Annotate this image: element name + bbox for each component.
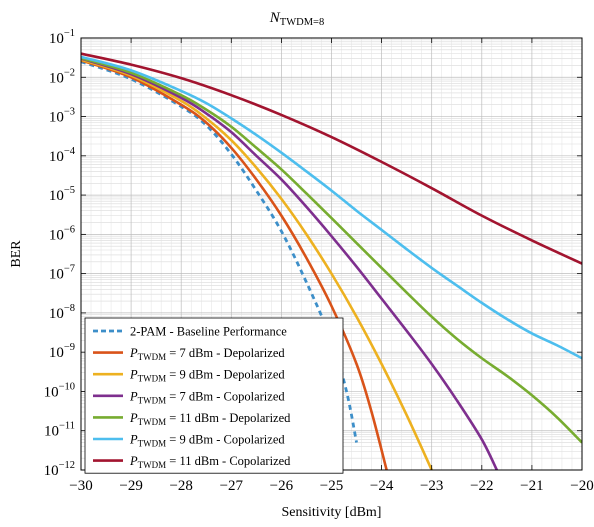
y-tick-exponent: −3 [64, 107, 75, 118]
y-tick-exponent: −9 [64, 342, 75, 353]
y-tick-exponent: −1 [64, 28, 75, 39]
y-tick-base: 10 [44, 384, 59, 400]
legend-entry-subscript: TWDM [138, 460, 167, 470]
y-tick-base: 10 [49, 70, 64, 86]
y-tick-label: 10−5 [49, 185, 75, 204]
y-tick-base: 10 [49, 345, 64, 361]
svg-text:NTWDM=8: NTWDM=8 [269, 10, 324, 28]
legend-entry-symbol: P [129, 346, 138, 360]
y-tick-label: 10−12 [44, 460, 75, 479]
legend-entry-symbol: P [129, 454, 138, 468]
y-tick-label: 10−1 [49, 28, 75, 47]
legend-entry-text: = 11 dBm - Depolarized [166, 411, 291, 425]
series-line-4 [81, 57, 498, 470]
chart-title-sub: TWDM=8 [280, 17, 324, 28]
y-tick-base: 10 [49, 227, 64, 243]
x-tick-label: −23 [420, 478, 443, 494]
y-tick-label: 10−10 [44, 381, 75, 400]
y-tick-label: 10−11 [44, 421, 75, 440]
legend-box [84, 317, 344, 474]
x-tick-label: −30 [69, 478, 92, 494]
legend-entry-symbol: P [129, 368, 138, 382]
y-tick-base: 10 [44, 424, 59, 440]
legend-entry-text: = 11 dBm - Copolarized [166, 454, 291, 468]
series-line-7 [81, 52, 582, 265]
legend-entry-2: PTWDM = 7 dBm - Depolarized [129, 346, 285, 362]
legend-entry-6: PTWDM = 9 dBm - Copolarized [129, 433, 285, 449]
series-line-3 [81, 58, 433, 470]
legend-entry-3: PTWDM = 9 dBm - Depolarized [129, 368, 285, 384]
x-axis-label: Sensitivity [dBm] [282, 505, 382, 520]
legend-entry-5: PTWDM = 11 dBm - Depolarized [129, 411, 291, 427]
legend-entry-symbol: P [129, 433, 138, 447]
y-tick-exponent: −11 [59, 421, 75, 432]
y-tick-base: 10 [49, 149, 64, 165]
y-tick-label: 10−7 [49, 264, 75, 283]
chart-title: NTWDM=8 [269, 10, 324, 28]
y-tick-label: 10−2 [49, 67, 75, 86]
legend-entry-subscript: TWDM [138, 374, 167, 384]
y-tick-exponent: −2 [64, 67, 75, 78]
legend-entry-subscript: TWDM [138, 439, 167, 449]
y-tick-label: 10−9 [49, 342, 75, 361]
x-tick-label: −29 [119, 478, 142, 494]
y-tick-base: 10 [49, 31, 64, 47]
legend-entry-4: PTWDM = 7 dBm - Copolarized [129, 389, 285, 405]
legend-entry-1: 2-PAM - Baseline Performance [130, 325, 287, 339]
y-tick-label: 10−4 [49, 146, 76, 165]
y-tick-exponent: −8 [64, 303, 75, 314]
y-tick-exponent: −10 [59, 381, 75, 392]
legend-entry-text: = 9 dBm - Depolarized [166, 368, 285, 382]
x-tick-label: −22 [470, 478, 493, 494]
y-tick-label: 10−8 [49, 303, 75, 322]
y-tick-base: 10 [49, 267, 64, 283]
y-tick-base: 10 [49, 110, 64, 126]
x-tick-label: −24 [370, 478, 394, 494]
x-axis-ticks: −30 −29 −28 −27 −26 −25 −24 −23 −22 −21 −20 [69, 38, 594, 494]
series-line-5 [81, 56, 582, 444]
x-tick-label: −27 [220, 478, 244, 494]
x-tick-label: −21 [520, 478, 543, 494]
y-tick-exponent: −5 [64, 185, 75, 196]
y-axis-ticks: 10−1210−1110−1010−910−810−710−610−510−41… [44, 28, 582, 479]
series-line-6 [81, 55, 582, 360]
y-tick-exponent: −6 [64, 224, 75, 235]
legend-entry-text: = 7 dBm - Copolarized [166, 389, 285, 403]
chart-title-base: N [269, 10, 281, 26]
x-tick-label: −28 [169, 478, 192, 494]
legend-entry-text: = 9 dBm - Copolarized [166, 433, 285, 447]
series-line-2 [81, 59, 388, 470]
y-tick-base: 10 [49, 188, 64, 204]
legend-entry-text: = 7 dBm - Depolarized [166, 346, 285, 360]
y-tick-base: 10 [49, 306, 64, 322]
legend-entry-symbol: P [129, 411, 138, 425]
legend-entry-subscript: TWDM [138, 395, 167, 405]
y-tick-exponent: −12 [59, 460, 75, 471]
legend-entry-subscript: TWDM [138, 417, 167, 427]
y-tick-label: 10−3 [49, 107, 75, 126]
y-tick-exponent: −7 [64, 264, 75, 275]
y-tick-base: 10 [44, 463, 59, 479]
x-tick-label: −20 [570, 478, 593, 494]
y-tick-label: 10−6 [49, 224, 75, 243]
y-axis-label: BER [9, 240, 24, 268]
legend-entry-7: PTWDM = 11 dBm - Copolarized [129, 454, 291, 470]
legend-entry-subscript: TWDM [138, 352, 167, 362]
x-tick-label: −25 [320, 478, 343, 494]
legend-entry-symbol: P [129, 389, 138, 403]
y-tick-exponent: −4 [64, 146, 76, 157]
x-tick-label: −26 [270, 478, 294, 494]
